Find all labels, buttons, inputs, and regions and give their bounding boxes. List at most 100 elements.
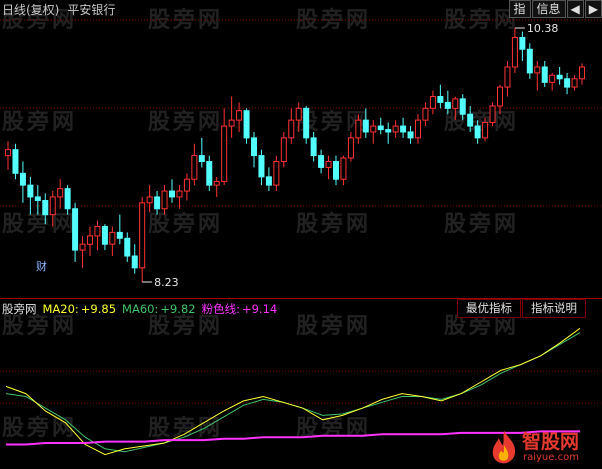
candle-body — [206, 160, 213, 186]
candle-body — [49, 196, 56, 216]
period-label: 日线(复权) — [2, 3, 60, 17]
next-arrow-icon[interactable]: ▶ — [584, 0, 602, 18]
candle-body — [295, 107, 302, 121]
pink-line — [6, 430, 580, 446]
candle-body — [5, 149, 11, 157]
candle-body — [12, 149, 19, 174]
indicator-header: 股旁网 MA20: +9.85 MA60: +9.82 粉色线: +9.14 — [2, 301, 283, 317]
candle-body — [541, 66, 548, 83]
candle-body — [340, 157, 347, 180]
candle-body — [243, 110, 250, 139]
candle-body — [42, 199, 49, 216]
chart-title: 日线(复权) 平安银行 — [2, 1, 123, 18]
candle-body — [444, 101, 451, 109]
candle-body — [467, 113, 474, 127]
candle-body — [79, 243, 86, 251]
best-indicator-button[interactable]: 最优指标 — [457, 299, 521, 318]
candle-body — [519, 36, 526, 50]
candle-body — [579, 66, 585, 80]
candle-body — [228, 119, 235, 127]
candle-body — [504, 66, 511, 88]
watermark-text: 股旁网 — [148, 314, 224, 339]
candle-body — [377, 125, 384, 131]
watermark-text: 股旁网 — [148, 110, 224, 135]
candle-body — [564, 78, 571, 88]
watermark-text: 股旁网 — [2, 8, 78, 33]
candle-body — [176, 190, 183, 198]
candle-body — [497, 86, 503, 107]
candle-body — [57, 188, 64, 198]
candle-body — [280, 137, 287, 162]
low-price-label: 8.23 — [154, 276, 179, 289]
candle-body — [109, 231, 116, 245]
prev-arrow-icon[interactable]: ◀ — [566, 0, 584, 18]
pink-line-value: +9.14 — [241, 302, 278, 316]
candle-body — [325, 160, 332, 168]
candle-body — [116, 231, 123, 239]
candle-body — [370, 125, 377, 133]
watermark-text: 股旁网 — [2, 110, 78, 135]
candle-body — [169, 190, 175, 198]
ma20-value: +9.85 — [80, 302, 117, 316]
top-tabs: 指 信息 ◀ ▶ — [508, 0, 602, 18]
pane-divider[interactable] — [0, 298, 602, 299]
candle-body — [534, 66, 541, 74]
indicator-name[interactable]: 股旁网 — [2, 302, 37, 316]
candle-body — [303, 107, 310, 139]
candle-body — [549, 74, 556, 83]
candle-body — [422, 107, 429, 121]
candle-body — [437, 96, 444, 103]
watermark-text: 股旁网 — [444, 314, 520, 339]
candle-body — [87, 235, 93, 245]
watermark-text: 股旁网 — [148, 212, 224, 237]
candle-body — [392, 125, 399, 133]
candle-body — [310, 137, 317, 157]
stock-name: 平安银行 — [67, 3, 116, 17]
candle-body — [183, 178, 190, 192]
ma60-label: MA60: — [122, 302, 159, 316]
indicator-help-button[interactable]: 指标说明 — [522, 299, 586, 318]
candlestick-chart[interactable]: 10.38 8.23 财 — [0, 0, 602, 298]
candle-body — [131, 255, 138, 269]
candle-body — [34, 196, 41, 201]
candle-body — [94, 225, 101, 237]
candle-body — [571, 78, 578, 88]
event-marker: 财 — [36, 259, 47, 273]
indicator-tabs: 最优指标 指标说明 — [456, 299, 586, 318]
candle-body — [452, 98, 459, 109]
candle-body — [489, 105, 496, 124]
watermark-text: 股旁网 — [2, 314, 78, 339]
tab-indicator[interactable]: 指 — [508, 0, 531, 18]
watermark-text: 股旁网 — [444, 212, 520, 237]
candle-body — [213, 181, 220, 186]
candle-body — [221, 125, 228, 183]
candle-body — [556, 74, 563, 80]
candle-body — [288, 119, 295, 139]
watermark-text: 股旁网 — [296, 8, 372, 33]
logo-sub: raiyue.com — [523, 452, 579, 463]
indicator-chart[interactable] — [0, 299, 602, 469]
candle-body — [526, 48, 533, 74]
candle-body — [362, 119, 369, 133]
tab-info[interactable]: 信息 — [531, 0, 566, 18]
ma20-label: MA20: — [42, 302, 79, 316]
candle-body — [101, 225, 108, 245]
logo-text: 智股网 — [522, 431, 580, 453]
candle-body — [400, 125, 407, 133]
candle-body — [355, 119, 362, 139]
candle-body — [273, 160, 280, 186]
pink-line-label: 粉色线: — [201, 302, 240, 316]
candle-body — [482, 122, 489, 139]
candle-body — [474, 125, 481, 139]
candle-body — [146, 196, 153, 204]
candle-body — [407, 131, 414, 139]
candle-body — [251, 137, 257, 157]
watermark-text: 股旁网 — [2, 212, 78, 237]
candle-body — [154, 196, 161, 210]
candle-body — [64, 188, 71, 210]
candle-body — [429, 96, 436, 109]
candle-body — [415, 119, 421, 139]
candle-body — [236, 110, 243, 121]
candle-body — [511, 36, 518, 68]
candle-body — [347, 137, 354, 159]
